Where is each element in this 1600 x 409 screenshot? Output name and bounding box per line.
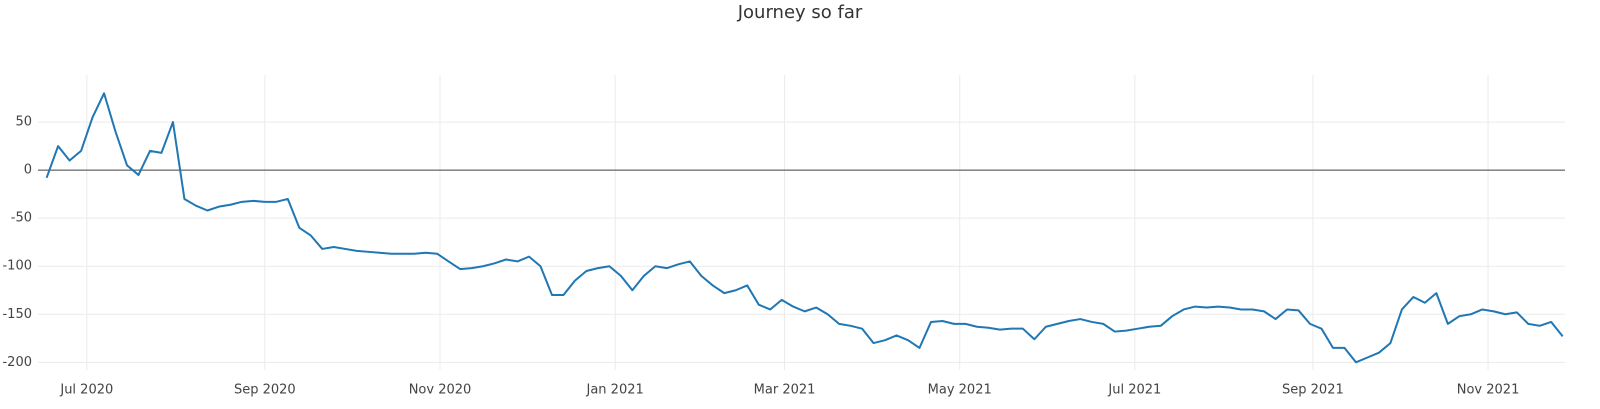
y-tick-label: -200 — [2, 355, 32, 370]
x-tick-label: May 2021 — [928, 383, 992, 398]
x-tick-label: Jul 2020 — [59, 383, 113, 398]
y-tick-label: -100 — [2, 259, 32, 274]
x-tick-label: Jul 2021 — [1107, 383, 1161, 398]
chart-title: Journey so far — [737, 2, 863, 23]
y-tick-label: -50 — [11, 211, 32, 226]
series-line — [45, 92, 1564, 364]
x-tick-label: Jan 2021 — [586, 383, 644, 398]
x-tick-label: Sep 2020 — [234, 383, 296, 398]
y-tick-label: 50 — [15, 115, 32, 130]
x-tick-label: Sep 2021 — [1282, 383, 1344, 398]
x-tick-label: Mar 2021 — [754, 383, 816, 398]
y-tick-label: -150 — [2, 307, 32, 322]
x-tick-label: Nov 2020 — [409, 383, 472, 398]
x-tick-label: Nov 2021 — [1457, 383, 1520, 398]
y-tick-label: 0 — [24, 163, 32, 178]
